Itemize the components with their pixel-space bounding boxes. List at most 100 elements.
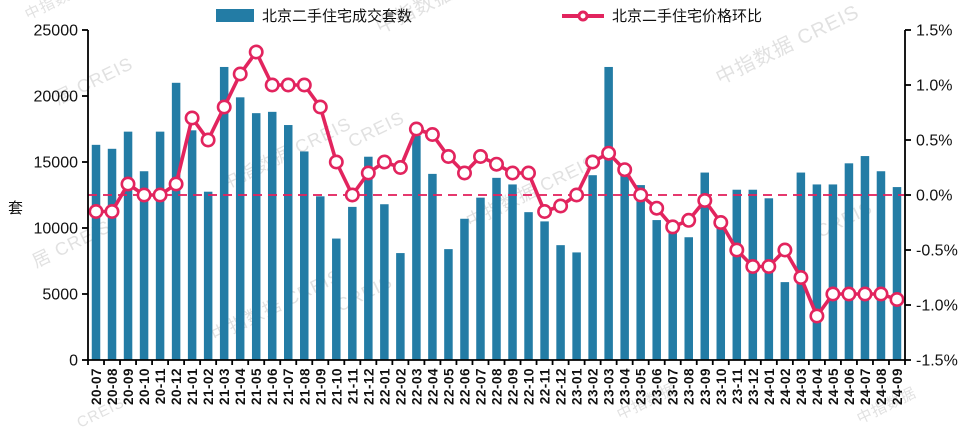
line-marker-24-05: [825, 286, 841, 302]
bar-21-10: [332, 238, 341, 360]
line-marker-22-04: [424, 127, 440, 143]
left-axis-tick-label: 5000: [42, 287, 78, 304]
bar-22-10: [524, 212, 533, 360]
x-axis-label-21-02: 21-02: [201, 368, 216, 405]
line-marker-21-01: [184, 110, 200, 126]
x-axis-label-23-09: 23-09: [698, 368, 713, 405]
bar-23-06: [652, 220, 661, 360]
x-axis-label-24-05: 24-05: [826, 368, 841, 405]
line-marker-24-04: [809, 308, 825, 324]
x-axis-label-23-01: 23-01: [570, 368, 585, 405]
bar-24-02: [780, 282, 790, 360]
bar-21-12: [364, 156, 373, 360]
line-marker-22-10: [520, 165, 536, 181]
x-axis-label-21-08: 21-08: [297, 368, 312, 405]
x-axis-label-24-04: 24-04: [810, 368, 825, 405]
x-axis-label-20-08: 20-08: [105, 368, 120, 405]
line-marker-22-09: [504, 165, 520, 181]
bar-21-02: [203, 191, 213, 360]
line-marker-22-03: [408, 121, 424, 137]
left-axis-tick-label: 20000: [34, 89, 79, 106]
bar-21-06: [267, 111, 277, 360]
x-axis-label-22-12: 22-12: [554, 368, 569, 405]
x-axis-label-23-03: 23-03: [602, 368, 617, 405]
x-axis-label-24-02: 24-02: [778, 368, 793, 405]
watermark-text: 中指数据 CREIS: [372, 0, 523, 38]
bar-23-05: [636, 185, 645, 360]
line-marker-24-03: [793, 269, 809, 285]
line-marker-23-06: [649, 200, 665, 216]
left-axis-tick-label: 10000: [34, 221, 79, 238]
line-marker-24-06: [841, 286, 857, 302]
line-marker-22-06: [456, 165, 472, 181]
bar-23-04: [620, 167, 629, 360]
x-axis-label-22-02: 22-02: [393, 368, 408, 405]
bar-21-11: [348, 206, 357, 360]
x-axis-label-22-11: 22-11: [538, 368, 553, 404]
bar-21-05: [251, 113, 261, 360]
x-axis-label-23-05: 23-05: [634, 368, 649, 405]
line-marker-23-03: [601, 145, 617, 161]
bar-24-03: [796, 172, 806, 360]
x-axis-label-22-04: 22-04: [425, 368, 440, 405]
bar-24-07: [860, 156, 870, 360]
right-axis-tick-label: -0.5%: [916, 243, 958, 260]
x-axis-label-22-06: 22-06: [457, 368, 472, 405]
line-marker-21-04: [232, 66, 248, 82]
x-axis-label-22-09: 22-09: [506, 368, 521, 405]
line-marker-21-05: [248, 44, 264, 60]
line-marker-22-02: [392, 160, 408, 176]
right-axis-tick-label: 1.0%: [916, 78, 952, 95]
line-marker-21-02: [200, 132, 216, 148]
bar-21-08: [300, 151, 309, 360]
bar-22-08: [492, 177, 501, 360]
x-axis-label-21-12: 21-12: [361, 368, 376, 405]
line-marker-24-02: [777, 242, 793, 258]
x-axis-label-22-03: 22-03: [409, 368, 424, 405]
x-axis-label-24-01: 24-01: [762, 368, 777, 405]
line-marker-22-05: [440, 149, 456, 165]
bar-20-08: [107, 148, 117, 360]
right-axis-tick-label: 0.5%: [916, 133, 952, 150]
x-axis-label-24-03: 24-03: [794, 368, 809, 405]
right-axis-tick-label: 0.0%: [916, 188, 952, 205]
line-marker-23-09: [697, 193, 713, 209]
bar-22-07: [476, 197, 485, 360]
bar-21-07: [284, 125, 293, 360]
bar-21-01: [187, 130, 197, 360]
bar-22-01: [380, 204, 389, 360]
x-axis-label-20-12: 20-12: [169, 368, 184, 405]
x-axis-label-22-08: 22-08: [490, 368, 505, 405]
line-marker-21-06: [264, 77, 280, 93]
line-marker-21-10: [328, 154, 344, 170]
line-marker-22-07: [472, 149, 488, 165]
x-axis-label-23-12: 23-12: [746, 368, 761, 405]
line-marker-23-07: [665, 219, 681, 235]
line-marker-22-11: [537, 204, 553, 220]
line-marker-21-08: [296, 77, 312, 93]
bar-20-07: [91, 144, 101, 360]
bar-24-05: [828, 184, 838, 360]
bar-22-06: [460, 218, 469, 360]
line-marker-20-07: [88, 204, 104, 220]
watermark-text: 中指数据 CREIS: [712, 0, 863, 89]
bar-24-06: [844, 163, 854, 360]
bars-series: [91, 66, 902, 361]
line-marker-20-08: [104, 204, 120, 220]
left-axis-title: 套: [8, 200, 24, 217]
line-marker-23-10: [713, 215, 729, 231]
x-axis-label-20-09: 20-09: [121, 368, 136, 405]
x-axis-label-23-06: 23-06: [650, 368, 665, 405]
bar-20-10: [139, 171, 149, 360]
line-marker-21-12: [360, 165, 376, 181]
bar-22-04: [428, 173, 437, 360]
line-marker-20-10: [136, 187, 152, 203]
x-axis-label-20-11: 20-11: [153, 368, 168, 404]
bar-22-12: [556, 245, 565, 360]
right-axis-tick-label: -1.0%: [916, 298, 958, 315]
line-marker-23-04: [617, 162, 633, 178]
x-axis-label-24-09: 24-09: [890, 368, 905, 405]
x-axis-label-23-08: 23-08: [682, 368, 697, 405]
x-axis-label-23-07: 23-07: [666, 368, 681, 405]
